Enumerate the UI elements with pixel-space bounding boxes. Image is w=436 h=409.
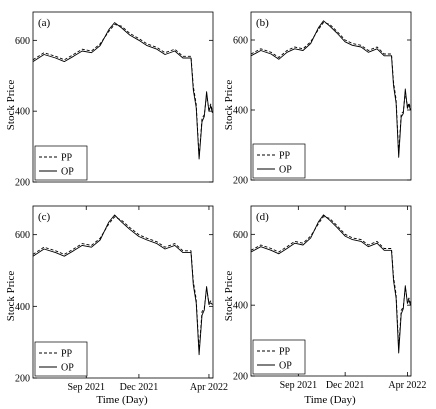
plot-frame [250,11,412,181]
xlabel-left: Time (Day) [96,394,148,406]
y-tick-label: 600 [15,36,30,47]
legend-box [34,341,88,377]
x-tick-label: Dec 2021 [326,380,365,391]
y-tick-label: 200 [15,178,30,189]
x-tick-label: Sep 2021 [280,380,318,391]
ylabel-left-top: Stock Price [5,80,17,131]
y-tick-label: 400 [233,106,248,117]
legend-box [252,339,306,375]
series-line-pp [32,23,213,158]
legend-label-pp: PP [61,349,73,360]
series-line-op [32,22,213,160]
y-tick-label: 200 [233,176,248,187]
legend-label-op: OP [279,165,292,176]
ylabel-right-top: Stock Price [223,80,235,131]
y-tick-label: 600 [233,230,248,241]
legend-box [252,143,306,179]
y-tick-label: 600 [233,36,248,47]
legend-label-pp: PP [279,347,291,358]
panel-label: (d) [256,211,269,223]
legend-label-op: OP [61,167,74,178]
plots-layer: 200 400 600 (a) PP OP 200 400 600 (b) PP OP 200 400 60… [15,11,426,393]
panel-3: 200 400 600 Sep 2021 Dec 2021 Apr 2022 (c) PP OP [15,205,228,393]
legend-label-op: OP [279,361,292,372]
ylabel-right-bottom: Stock Price [223,271,235,322]
panel-2: 200 400 600 (b) PP OP [233,11,412,187]
panel-label: (c) [38,211,51,223]
legend-label-pp: PP [61,153,73,164]
y-tick-label: 400 [15,107,30,118]
y-tick-label: 600 [15,230,30,241]
legend-label-pp: PP [279,151,291,162]
y-tick-label: 400 [233,301,248,312]
panel-4: 200 400 600 Sep 2021 Dec 2021 Apr 2022 (d) PP OP [233,205,426,391]
panel-label: (b) [256,17,269,29]
panel-label: (a) [38,17,51,29]
series-line-op [250,20,411,158]
panel-1: 200 400 600 (a) PP OP [15,11,214,189]
series-line-pp [32,216,213,352]
x-tick-label: Sep 2021 [67,382,105,393]
x-tick-label: Apr 2022 [190,382,228,393]
series-line-pp [250,22,411,155]
plot-frame [32,205,214,379]
y-tick-label: 200 [233,372,248,383]
plot-frame [32,11,214,183]
legend-box [34,145,88,181]
series-line-op [32,214,213,356]
x-tick-label: Apr 2022 [388,380,426,391]
ylabel-left-bottom: Stock Price [5,271,17,322]
legend-label-op: OP [61,363,74,374]
y-tick-label: 400 [15,302,30,313]
x-tick-label: Dec 2021 [120,382,159,393]
y-tick-label: 200 [15,374,30,385]
xlabel-right: Time (Day) [304,394,356,406]
plot-frame [250,205,412,377]
series-line-pp [250,216,411,349]
series-line-op [250,214,411,354]
